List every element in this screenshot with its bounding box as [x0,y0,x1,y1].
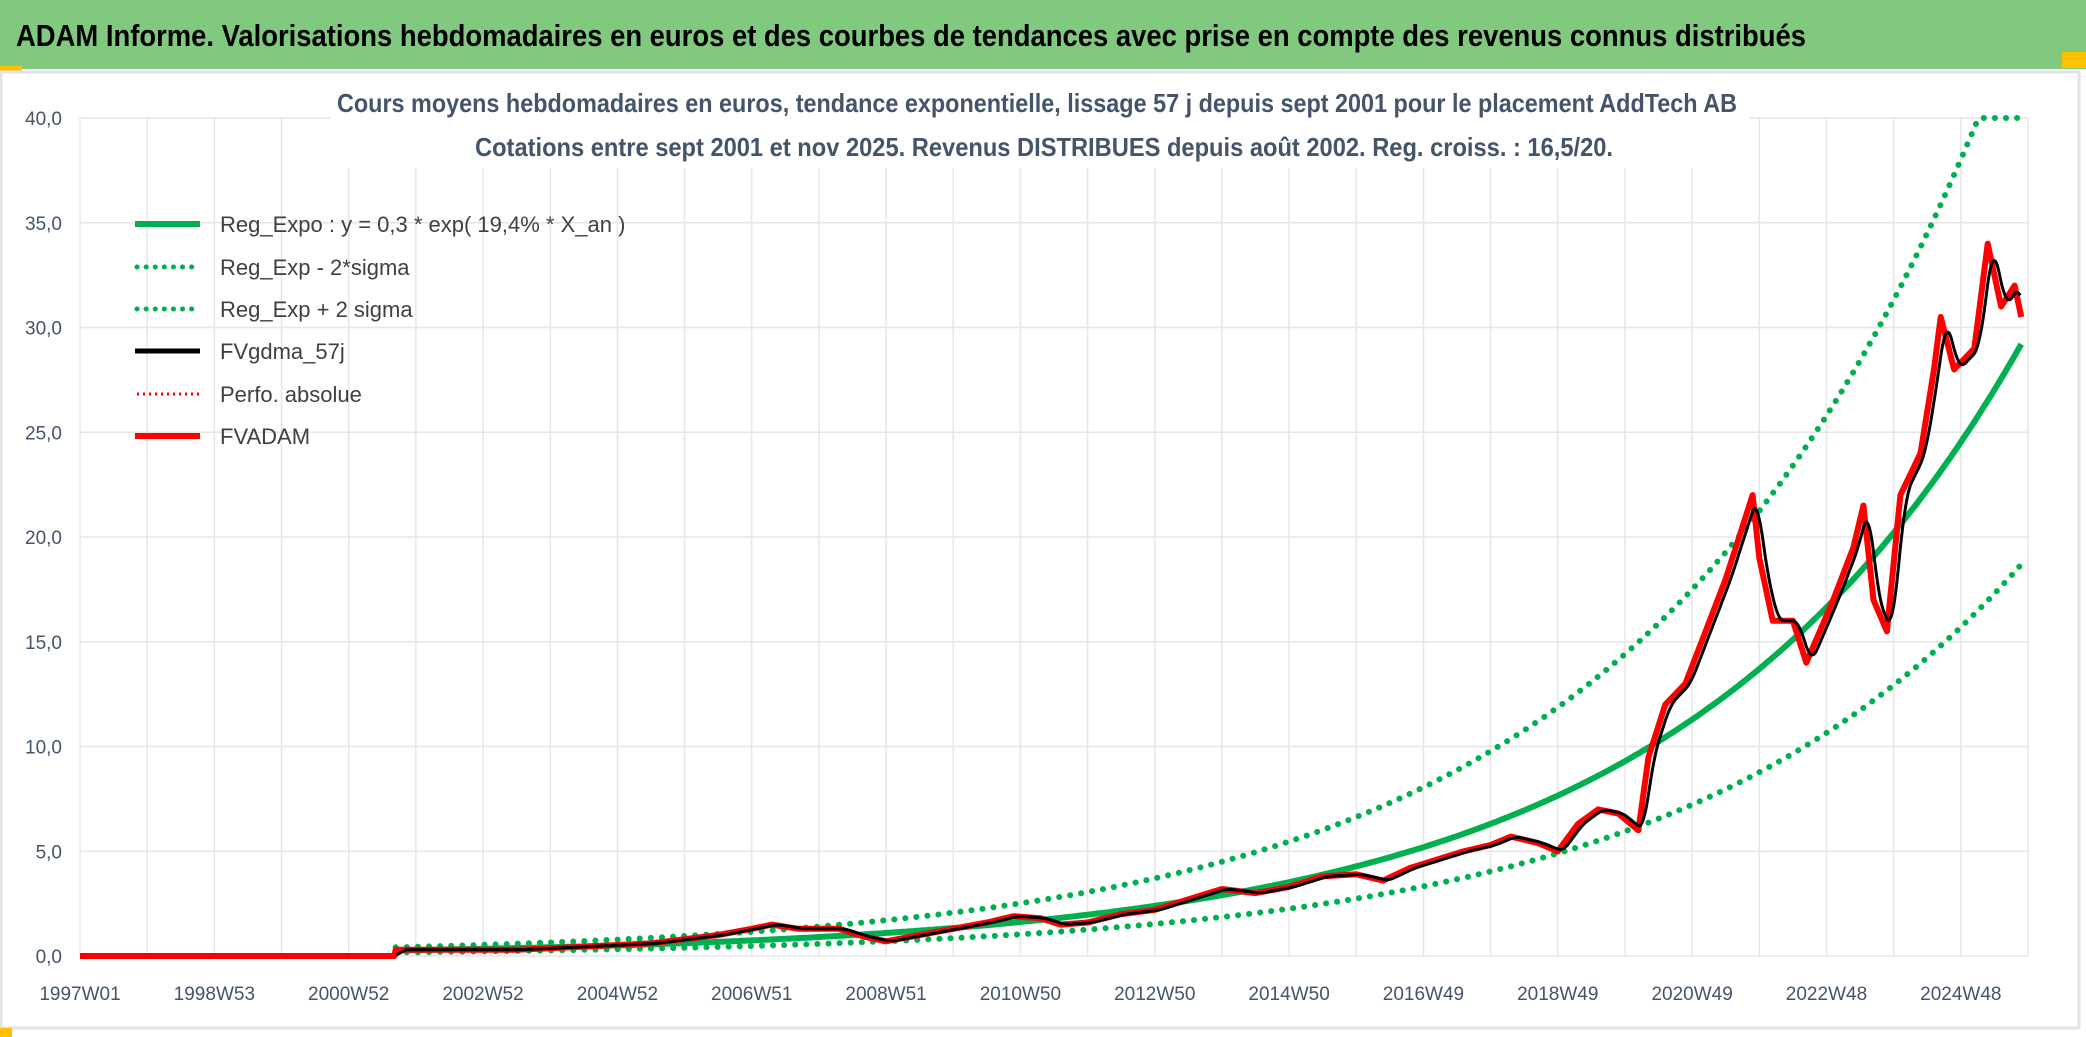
y-tick-label: 10,0 [25,738,62,759]
y-tick-label: 40,0 [25,109,62,130]
legend-label: Reg_Exp - 2*sigma [220,255,410,280]
x-tick-label: 2002W52 [442,984,523,1005]
x-tick-label: 2008W51 [845,984,926,1005]
corner-marker [0,66,22,72]
corner-marker [2062,52,2086,68]
y-tick-label: 30,0 [25,319,62,340]
y-axis: 0,0 5,0 10,0 15,0 20,0 25,0 30,0 35,0 40,0 [25,109,62,968]
y-tick-label: 0,0 [36,947,62,968]
x-tick-label: 2010W50 [980,984,1061,1005]
plot-lines [80,115,2025,959]
legend-label: FVADAM [220,424,310,449]
series-reg-plus-2sigma [392,115,2025,951]
x-tick-label: 2016W49 [1383,984,1464,1005]
series-reg-minus-2sigma [392,561,2025,956]
chart-title-line2: Cotations entre sept 2001 et nov 2025. R… [475,132,1613,162]
series-fvgdma-57j [395,258,2022,957]
legend-label: Reg_Exp + 2 sigma [220,297,413,322]
y-tick-label: 25,0 [25,423,62,444]
y-tick-label: 5,0 [36,842,62,863]
x-tick-label: 2024W48 [1920,984,2001,1005]
header-bar [0,0,2086,69]
chart-title-line1: Cours moyens hebdomadaires en euros, ten… [337,88,1737,118]
x-tick-label: 1998W53 [174,984,255,1005]
x-tick-label: 2022W48 [1786,984,1867,1005]
x-tick-label: 2006W51 [711,984,792,1005]
x-tick-label: 2004W52 [577,984,658,1005]
y-tick-label: 20,0 [25,528,62,549]
legend: Reg_Expo : y = 0,3 * exp( 19,4% * X_an )… [134,212,625,449]
x-axis: 1997W01 1998W53 2000W52 2002W52 2004W52 2006W… [39,984,2001,1005]
x-tick-label: 1997W01 [39,984,120,1005]
legend-label: Reg_Expo : y = 0,3 * exp( 19,4% * X_an ) [220,212,625,237]
x-tick-label: 2018W49 [1517,984,1598,1005]
y-tick-label: 35,0 [25,214,62,235]
y-tick-label: 15,0 [25,633,62,654]
header-title: ADAM Informe. Valorisations hebdomadaire… [16,18,1806,53]
title-bg [330,84,1750,168]
legend-label: Perfo. absolue [220,382,362,407]
grid [79,117,2029,957]
legend-label: FVgdma_57j [220,339,345,364]
x-tick-label: 2000W52 [308,984,389,1005]
x-tick-label: 2012W50 [1114,984,1195,1005]
x-tick-label: 2020W49 [1651,984,1732,1005]
x-tick-label: 2014W50 [1248,984,1329,1005]
corner-marker [0,1028,12,1037]
